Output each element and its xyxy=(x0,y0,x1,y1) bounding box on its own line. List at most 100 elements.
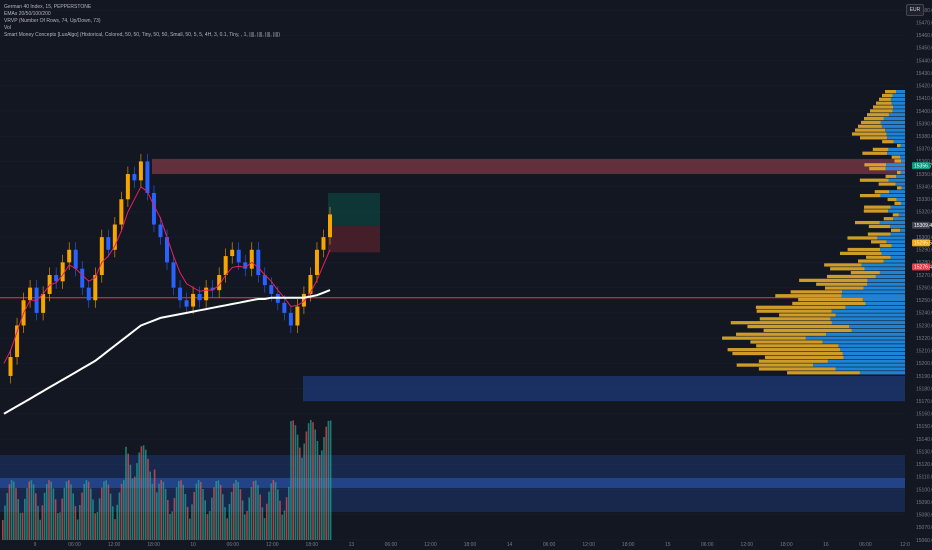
volume-bar xyxy=(292,420,294,540)
price-tag-current xyxy=(912,239,930,247)
volume-bar xyxy=(8,484,11,540)
volume-bar xyxy=(193,492,195,540)
profile-row xyxy=(835,313,905,317)
legend-vol[interactable]: Vol xyxy=(4,25,11,31)
volume-bar xyxy=(145,449,147,540)
price-tick: 15220.0 xyxy=(916,336,932,342)
volume-bar xyxy=(261,507,264,540)
profile-row xyxy=(869,167,886,171)
candle-body xyxy=(60,262,65,282)
legend-symbol[interactable]: German 40 Index, 15, PEPPERSTONE xyxy=(4,4,92,10)
candle-body xyxy=(41,293,46,313)
candle-body xyxy=(236,249,241,263)
profile-row xyxy=(858,259,884,263)
profile-row xyxy=(758,359,828,363)
candle-body xyxy=(119,199,124,225)
profile-row xyxy=(854,220,880,225)
profile-row xyxy=(826,274,876,279)
profile-row xyxy=(900,170,905,175)
time-tick: 12:00 xyxy=(266,542,279,548)
volume-bar xyxy=(153,469,156,540)
candle-body xyxy=(217,275,222,291)
volume-bar xyxy=(140,446,143,540)
price-tick: 15170.0 xyxy=(916,399,932,405)
profile-row xyxy=(736,332,827,336)
volume-bar xyxy=(101,487,103,540)
time-tick: 12:00 xyxy=(741,542,754,548)
candle-body xyxy=(86,287,91,301)
price-tick: 15130.0 xyxy=(916,449,932,455)
volume-bar xyxy=(96,511,99,540)
profile-row xyxy=(892,93,905,98)
volume-bar xyxy=(204,500,206,540)
profile-row xyxy=(775,294,842,298)
volume-bar xyxy=(310,420,312,540)
profile-row xyxy=(900,143,905,148)
profile-row xyxy=(758,367,836,371)
candle-body xyxy=(308,275,313,294)
legend-ema[interactable]: EMAs 20/50/100/200 xyxy=(4,11,51,17)
volume-bar xyxy=(299,447,301,540)
candle-body xyxy=(295,306,300,326)
profile-row xyxy=(881,124,905,128)
profile-row xyxy=(870,109,893,113)
profile-row xyxy=(891,101,905,105)
price-tick: 15400.0 xyxy=(916,109,932,115)
volume-bar xyxy=(48,480,50,540)
volume-bar xyxy=(228,504,231,540)
volume-bar xyxy=(10,480,13,540)
legend-vrvp[interactable]: VRVP (Number Of Rows, 74, Up/Down, 73) xyxy=(4,18,101,24)
price-tick: 15440.0 xyxy=(916,58,932,64)
profile-row xyxy=(897,143,901,148)
profile-row xyxy=(858,124,882,128)
volume-bar xyxy=(57,513,59,540)
candle-body xyxy=(328,214,332,238)
volume-bar xyxy=(162,481,165,540)
volume-bar xyxy=(244,514,246,540)
profile-row xyxy=(896,90,905,94)
profile-row xyxy=(799,278,868,282)
volume-bar xyxy=(15,488,17,540)
profile-row xyxy=(790,290,843,294)
currency-badge[interactable]: EUR xyxy=(906,4,924,16)
volume-bar xyxy=(312,422,314,540)
candle-body xyxy=(191,293,196,307)
price-tag-neutral xyxy=(912,221,930,229)
legend-smc[interactable]: Smart Money Concepts [LuxAlgo] (Historic… xyxy=(4,32,280,38)
volume-bar xyxy=(222,494,224,540)
volume-bar xyxy=(180,480,182,540)
price-tick: 15240.0 xyxy=(916,311,932,317)
profile-row xyxy=(871,240,887,244)
time-tick: 06:00 xyxy=(68,542,81,548)
profile-row xyxy=(901,186,905,190)
price-tick: 15100.0 xyxy=(916,487,932,493)
profile-row xyxy=(866,255,891,259)
volume-bar xyxy=(160,480,162,540)
time-tick: 12:00 xyxy=(108,542,121,548)
volume-bar xyxy=(116,504,118,540)
profile-row xyxy=(861,120,881,125)
time-axis: 9 06:00 12:00 18:00 10 06:00 12:00 18:00 13 06:00… xyxy=(34,542,910,548)
volume-bar xyxy=(191,504,193,540)
volume-bar xyxy=(255,480,257,540)
profile-row xyxy=(890,255,905,259)
candle-body xyxy=(243,262,248,269)
profile-row xyxy=(886,163,905,167)
price-tick: 15330.0 xyxy=(916,197,932,203)
ema-layer xyxy=(3,185,331,415)
volume-bar xyxy=(296,434,299,540)
candle-body xyxy=(138,161,143,181)
profile-row xyxy=(894,201,901,205)
price-tick: 15370.0 xyxy=(916,147,932,153)
profile-row xyxy=(842,290,905,294)
price-tick: 15260.0 xyxy=(916,285,932,291)
profile-row xyxy=(859,193,881,198)
volume-bar xyxy=(241,500,244,540)
volume-bar xyxy=(125,446,127,540)
price-tick: 15150.0 xyxy=(916,424,932,430)
volume-bar xyxy=(24,498,26,540)
time-tick: 13 xyxy=(349,542,355,548)
profile-row xyxy=(861,263,905,267)
volume-bar xyxy=(167,499,169,540)
